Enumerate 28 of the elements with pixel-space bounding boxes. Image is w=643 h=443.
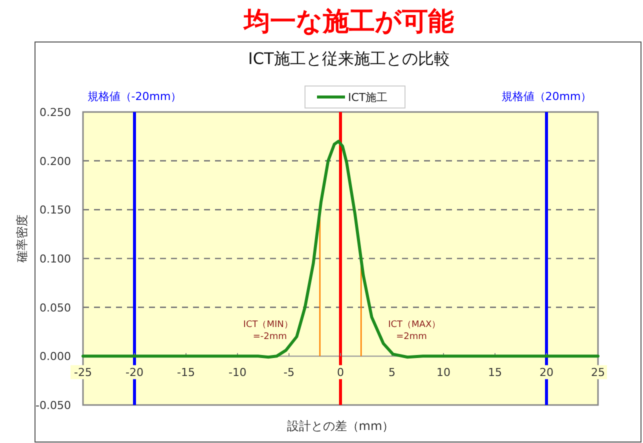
x-tick-label: -15 — [177, 366, 195, 380]
ref-line-label: ICT（MAX）=2mm — [388, 320, 441, 342]
ref-line-label: ICT（MIN）=-2mm — [243, 320, 293, 342]
x-tick-label: 25 — [591, 366, 605, 380]
y-tick-label: 0.250 — [40, 106, 71, 119]
ref-line-label: 規格値（-20mm） — [87, 90, 182, 103]
x-tick-label: 20 — [540, 366, 554, 380]
x-tick-label: 10 — [436, 366, 450, 380]
x-tick-label: 5 — [388, 366, 396, 380]
ref-line-label: 規格値（20mm） — [501, 90, 592, 103]
x-tick-label: -10 — [228, 366, 246, 380]
x-tick-label: -25 — [74, 366, 92, 380]
y-tick-label: 0.000 — [40, 350, 71, 364]
x-tick-label: -5 — [284, 366, 294, 380]
y-tick-label: 0.150 — [40, 204, 71, 217]
chart-title: 均一な施工が可能 — [242, 7, 454, 37]
x-tick-label: 15 — [488, 366, 502, 380]
line-series — [82, 140, 600, 359]
y-tick-label: -0.050 — [36, 399, 71, 412]
y-tick-label: 0.050 — [40, 301, 71, 314]
legend-label: ICT施工 — [348, 91, 388, 104]
y-tick-label: 0.200 — [40, 154, 71, 168]
x-tick-label: 0 — [337, 366, 344, 380]
y-tick-label: 0.100 — [40, 252, 71, 266]
x-tick-label: -20 — [126, 366, 144, 380]
chart-subtitle: ICT施工と従来施工との比較 — [248, 49, 450, 68]
x-axis-title: 設計との差（mm） — [286, 419, 394, 433]
y-axis-title: 確率密度 — [15, 214, 29, 264]
